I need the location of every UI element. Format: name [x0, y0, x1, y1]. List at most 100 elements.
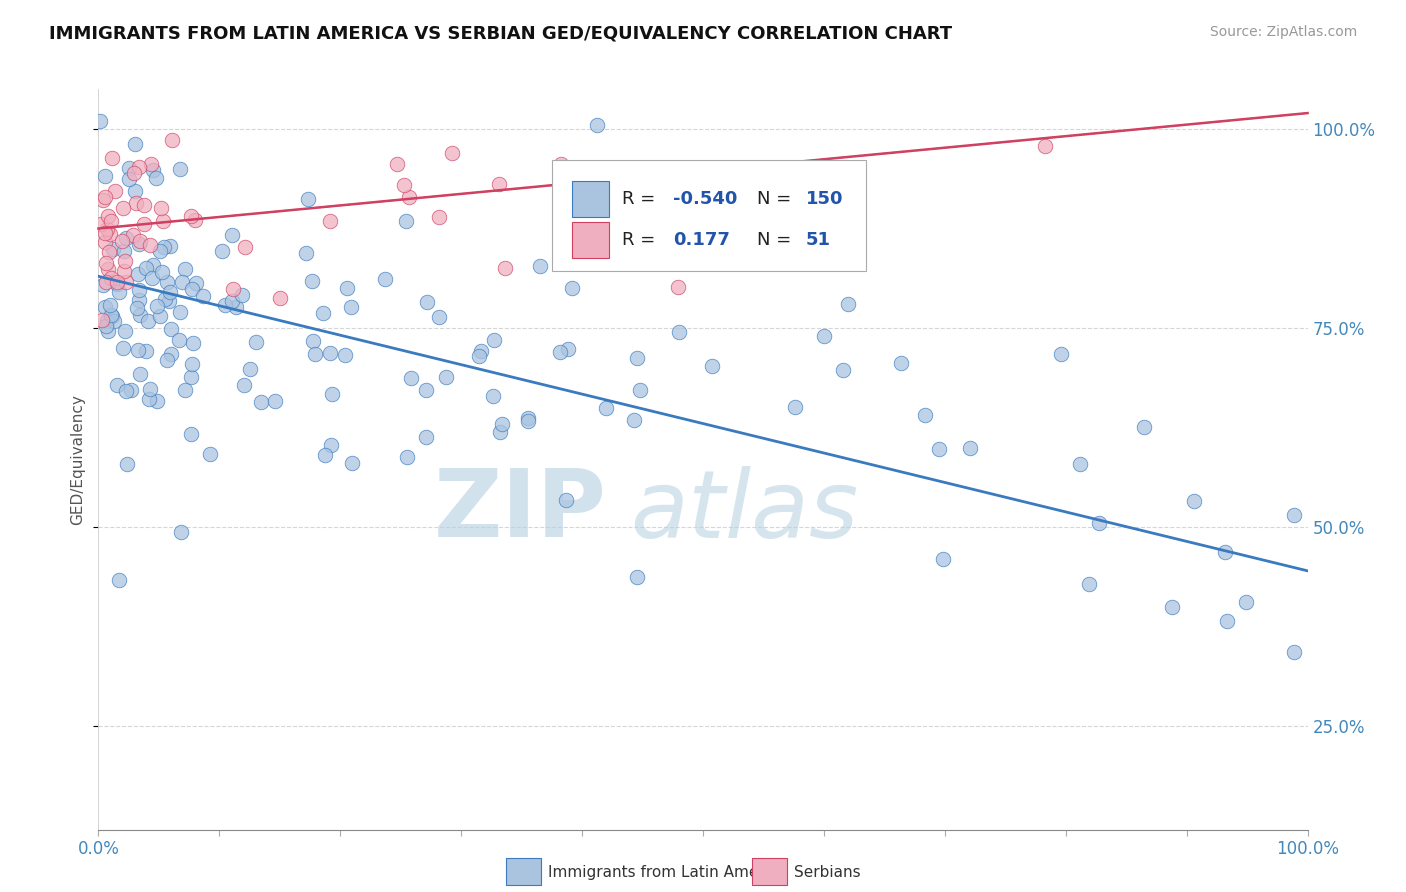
Text: 150: 150 [806, 190, 844, 208]
Point [468, 349, 491, 363]
Point [121, 227, 143, 242]
Point [94, 235, 117, 250]
Point [555, 493, 578, 508]
Point [813, 329, 835, 343]
Point [112, 201, 135, 215]
Point [416, 295, 439, 310]
Point [169, 305, 191, 319]
FancyBboxPatch shape [572, 181, 609, 217]
Point [91, 277, 114, 292]
Point [427, 310, 450, 324]
Point [128, 293, 150, 308]
Point [127, 301, 149, 316]
Text: Source: ZipAtlas.com: Source: ZipAtlas.com [1209, 25, 1357, 39]
Point [159, 285, 181, 299]
Text: ZIP: ZIP [433, 466, 606, 558]
Point [122, 166, 145, 180]
Point [170, 525, 193, 540]
Point [114, 231, 136, 245]
Point [155, 292, 177, 306]
Point [145, 394, 167, 409]
Point [173, 383, 195, 397]
Point [264, 394, 287, 409]
Point [129, 234, 152, 248]
Point [434, 370, 457, 384]
Point [221, 294, 243, 309]
Point [184, 213, 207, 227]
Point [1234, 595, 1257, 609]
Point [340, 300, 363, 314]
Point [156, 276, 179, 290]
Point [250, 394, 273, 409]
Text: N =: N = [758, 231, 792, 249]
Point [115, 384, 138, 399]
Text: Immigrants from Latin America: Immigrants from Latin America [548, 865, 787, 880]
Point [94, 189, 117, 203]
Point [91, 193, 114, 207]
Point [1282, 645, 1305, 659]
Point [128, 237, 150, 252]
Point [94, 226, 117, 240]
Point [150, 201, 173, 215]
Point [1213, 545, 1236, 559]
Point [181, 282, 204, 296]
Point [550, 157, 572, 171]
Point [100, 227, 122, 242]
Point [302, 334, 325, 348]
Point [96, 222, 118, 236]
Point [90, 217, 112, 231]
Point [115, 457, 138, 471]
Point [623, 413, 645, 427]
Point [180, 357, 202, 371]
Point [517, 414, 540, 428]
Point [245, 334, 267, 349]
Point [427, 211, 450, 225]
Point [98, 245, 121, 260]
Point [139, 382, 162, 396]
Point [238, 362, 260, 376]
Point [142, 258, 165, 272]
Text: atlas: atlas [630, 466, 859, 557]
Point [932, 551, 955, 566]
Point [557, 343, 579, 357]
Text: IMMIGRANTS FROM LATIN AMERICA VS SERBIAN GED/EQUIVALENCY CORRELATION CHART: IMMIGRANTS FROM LATIN AMERICA VS SERBIAN… [49, 25, 952, 43]
Point [142, 163, 165, 178]
Point [231, 288, 253, 302]
Point [124, 137, 146, 152]
Point [93, 300, 115, 314]
Point [668, 325, 690, 339]
Point [159, 347, 181, 361]
Point [211, 244, 233, 258]
Point [127, 343, 149, 357]
Point [115, 275, 138, 289]
Point [396, 450, 419, 464]
Point [914, 408, 936, 422]
Point [159, 239, 181, 253]
Point [314, 448, 336, 462]
Point [180, 210, 202, 224]
Point [516, 411, 538, 425]
Point [180, 370, 202, 384]
Point [149, 244, 172, 258]
Point [491, 417, 513, 432]
Point [101, 309, 124, 323]
Point [125, 196, 148, 211]
Point [482, 389, 505, 403]
Point [128, 161, 150, 175]
Point [160, 132, 183, 146]
Point [108, 285, 131, 300]
Point [928, 442, 950, 457]
Point [233, 378, 256, 392]
Point [138, 392, 160, 407]
Point [1069, 458, 1091, 472]
Point [156, 353, 179, 368]
Point [136, 313, 159, 327]
Point [114, 253, 136, 268]
Point [395, 213, 418, 227]
Point [321, 387, 343, 401]
Point [561, 281, 583, 295]
Point [1088, 516, 1111, 531]
Point [295, 246, 318, 260]
Point [139, 237, 162, 252]
Point [399, 370, 422, 384]
